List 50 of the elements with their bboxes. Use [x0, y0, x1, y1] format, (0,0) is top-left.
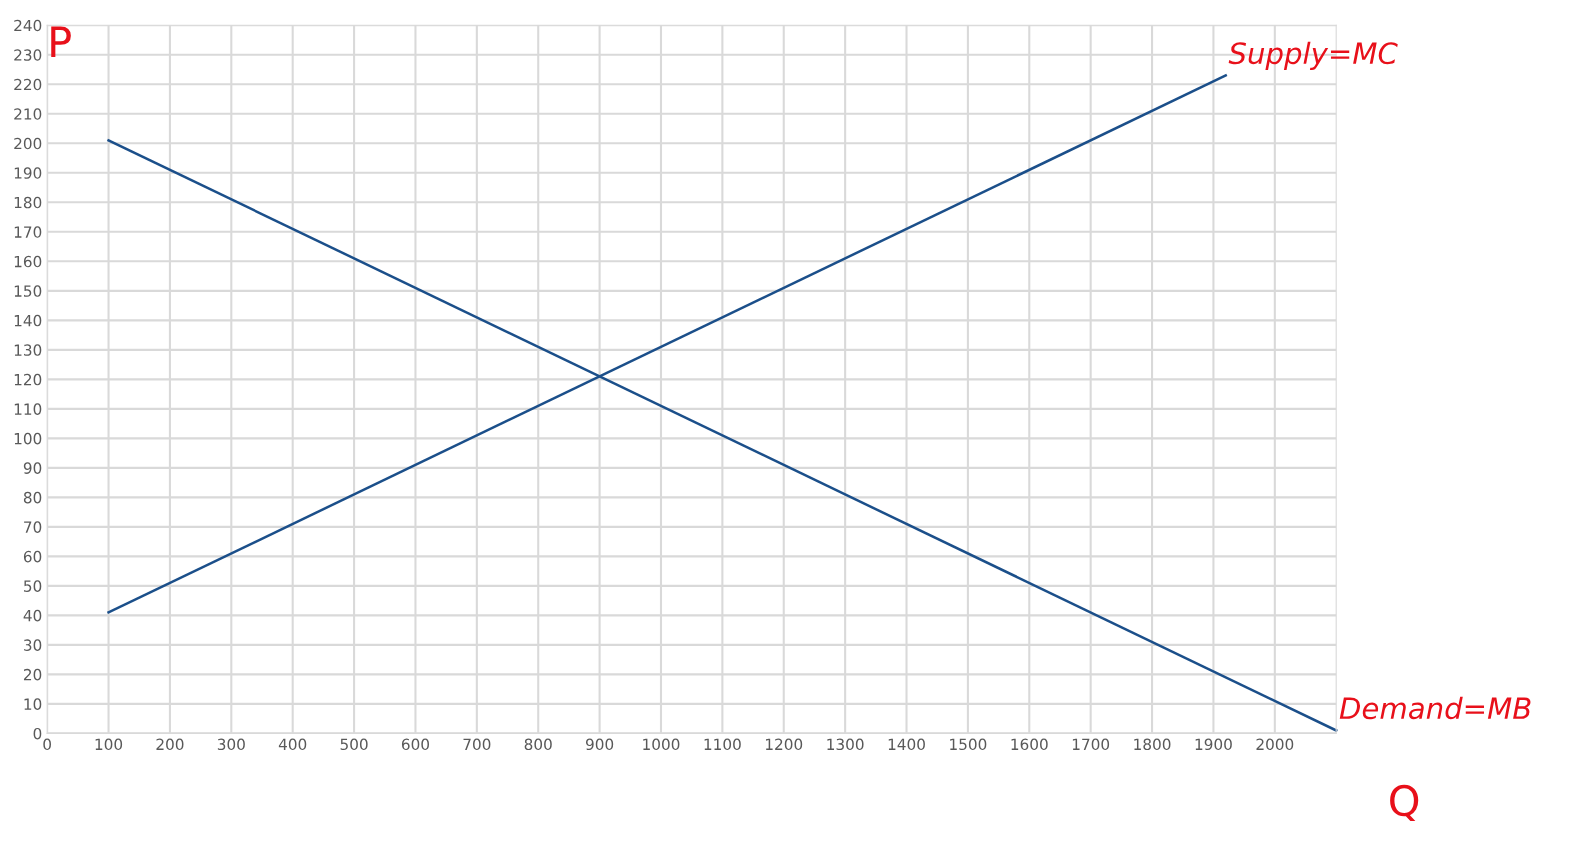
y-tick-label: 190 [14, 167, 42, 179]
y-tick-label: 150 [14, 285, 42, 297]
y-tick-label: 10 [24, 698, 42, 710]
y-tick-label: 220 [14, 78, 42, 91]
x-tick-label: 400 [278, 738, 307, 751]
x-tick-label: 1800 [1134, 738, 1171, 751]
y-axis-title: P [51, 26, 71, 57]
y-tick-label: 200 [14, 137, 42, 150]
x-axis-title: Q [1390, 784, 1419, 822]
annotation: Demand=MB [1339, 696, 1531, 720]
y-tick-label: 230 [14, 49, 42, 61]
y-tick-label: 50 [24, 580, 42, 592]
y-tick-label: 120 [14, 373, 42, 386]
y-tick-label: 100 [14, 432, 42, 445]
x-tick-label: 800 [524, 738, 552, 751]
y-tick-label: 180 [14, 196, 42, 209]
y-tick-label: 70 [24, 521, 42, 533]
x-tick-label: 1900 [1195, 738, 1232, 751]
x-tick-label: 1600 [1011, 738, 1048, 751]
y-tick-label: 0 [33, 727, 42, 740]
y-tick-label: 240 [14, 19, 42, 32]
y-tick-label: 80 [23, 491, 42, 504]
y-tick-label: 40 [23, 609, 42, 622]
x-tick-label: 1200 [765, 738, 803, 751]
x-tick-label: 1300 [827, 738, 864, 751]
annotation: Supply=MC [1228, 41, 1398, 70]
x-tick-label: 300 [217, 738, 245, 751]
y-tick-label: 110 [14, 403, 42, 415]
y-tick-label: 160 [14, 255, 42, 268]
y-tick-label: 30 [24, 639, 42, 651]
x-tick-label: 1000 [643, 738, 680, 751]
x-tick-label: 1100 [704, 738, 741, 751]
y-tick-label: 140 [14, 314, 42, 327]
x-tick-label: 900 [585, 738, 614, 751]
x-tick-label: 1700 [1072, 738, 1110, 751]
y-tick-label: 210 [14, 108, 42, 120]
x-tick-label: 2000 [1256, 738, 1294, 751]
x-tick-label: 500 [340, 738, 368, 751]
x-tick-label: 1500 [950, 738, 987, 751]
y-tick-label: 90 [23, 462, 42, 474]
x-tick-label: 600 [401, 738, 430, 751]
y-tick-label: 170 [14, 226, 42, 238]
y-tick-label: 20 [23, 668, 42, 681]
y-tick-label: 60 [23, 550, 42, 563]
x-tick-label: 700 [463, 738, 491, 751]
x-tick-label: 1400 [888, 738, 925, 751]
x-tick-label: 200 [156, 738, 184, 751]
x-tick-label: 0 [43, 738, 52, 751]
y-tick-label: 130 [14, 344, 42, 356]
x-tick-label: 100 [95, 738, 123, 751]
